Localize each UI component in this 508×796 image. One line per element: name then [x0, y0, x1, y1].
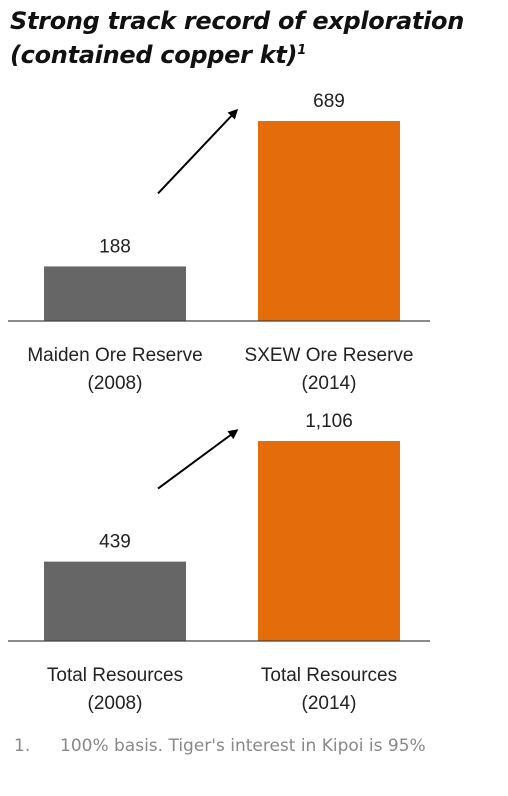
footnote-marker: 1 — [297, 43, 306, 58]
chart-title: Strong track record of exploration (cont… — [10, 7, 464, 69]
data-label-1: 439 — [99, 532, 131, 553]
bar-1 — [44, 266, 186, 321]
category-label-2-line-2: (2014) — [302, 373, 357, 394]
category-label-1-line-1: Total Resources — [47, 665, 183, 686]
resources-chart: 439 Total Resources (2008) 1,106 Total Resou… — [8, 411, 430, 714]
bar-1 — [44, 561, 186, 641]
footnote-number: 1. — [14, 736, 31, 756]
category-label-2-line-1: Total Resources — [261, 665, 397, 686]
category-label-1-line-2: (2008) — [88, 693, 143, 714]
data-label-2: 1,106 — [305, 411, 353, 432]
reserves-chart: 188 Maiden Ore Reserve (2008) 689 SXEW Ore R… — [8, 91, 430, 394]
growth-arrow — [157, 429, 239, 490]
growth-arrow — [157, 108, 239, 195]
category-label-2-line-1: SXEW Ore Reserve — [245, 345, 414, 366]
category-label-2-line-2: (2014) — [302, 693, 357, 714]
category-label-1-line-1: Maiden Ore Reserve — [27, 345, 202, 366]
data-label-2: 689 — [313, 91, 345, 112]
category-label-1-line-2: (2008) — [88, 373, 143, 394]
bar-2 — [258, 441, 400, 641]
footnote-text: 100% basis. Tiger's interest in Kipoi is… — [60, 736, 426, 756]
bar-2 — [258, 121, 400, 321]
data-label-1: 188 — [99, 236, 131, 257]
